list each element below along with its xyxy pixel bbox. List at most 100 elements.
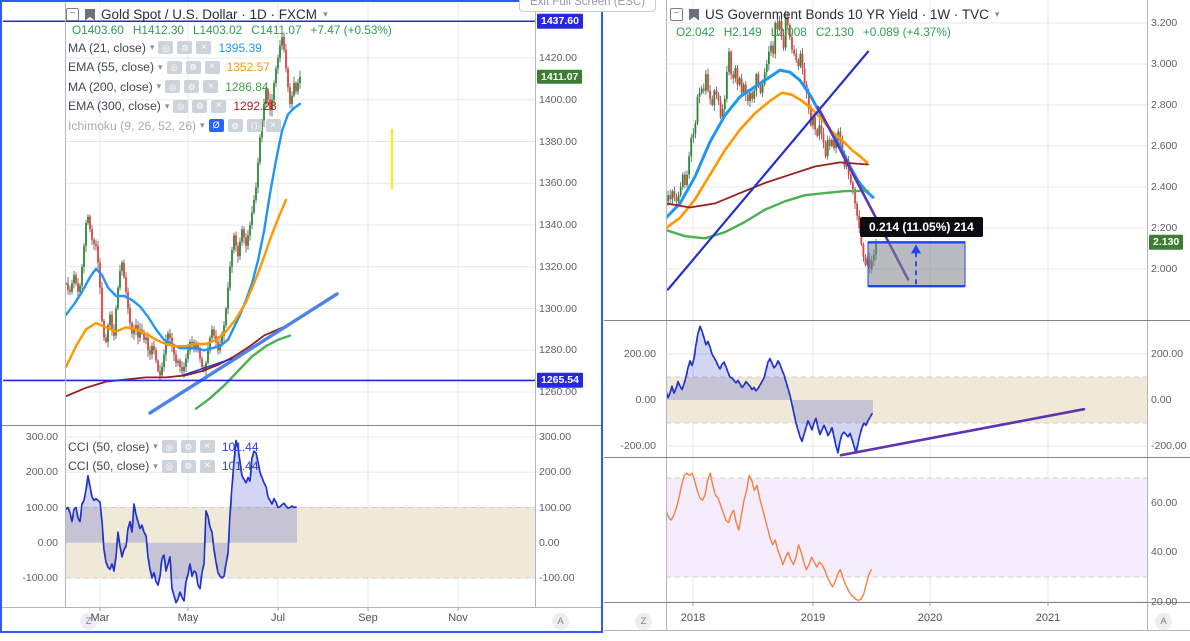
change-value: +0.089 (+4.37%)	[862, 25, 951, 39]
gear-icon[interactable]	[180, 440, 196, 454]
right-chart-title[interactable]: US Government Bonds 10 YR Yield · 1W · T…	[705, 7, 989, 22]
axis-label: 3.200	[1151, 16, 1178, 29]
exit-fullscreen-button[interactable]: Exit Full Screen (ESC)	[519, 0, 657, 12]
indicator-label[interactable]: EMA (55, close)	[68, 60, 155, 75]
auto-scale-button[interactable]: A	[1155, 613, 1172, 630]
axis-label: 0.00	[1151, 393, 1172, 406]
indicator-value: 1352.57	[226, 60, 270, 75]
indicator-row-ma200: MA (200, close) 1286.84	[68, 77, 281, 97]
high-value: H2.149	[723, 25, 762, 39]
chevron-down-icon[interactable]	[200, 120, 205, 131]
cci-legend: CCI (50, close) 101.44 CCI (50, close) 1…	[68, 437, 259, 476]
eye-icon[interactable]	[166, 60, 182, 74]
indicator-value: 101.44	[221, 459, 259, 474]
indicator-label[interactable]: EMA (300, close)	[68, 99, 161, 114]
flag-icon[interactable]	[85, 8, 95, 21]
time-axis-label: 2020	[917, 612, 943, 624]
axis-label: 100.00	[539, 501, 572, 514]
left-chart-title[interactable]: Gold Spot / U.S. Dollar · 1D · FXCM	[101, 7, 318, 22]
chevron-down-icon[interactable]	[323, 9, 328, 20]
close-icon[interactable]	[211, 99, 227, 113]
chevron-down-icon[interactable]	[995, 9, 1000, 20]
eye-icon[interactable]	[161, 459, 177, 473]
low-value: L1403.02	[193, 23, 243, 37]
left-indicator-legend: MA (21, close) 1395.39 EMA (55, close) 1…	[68, 38, 281, 136]
open-value: O1403.60	[72, 23, 124, 37]
gear-icon[interactable]	[184, 80, 200, 94]
axis-label: 1360.00	[539, 177, 577, 189]
axis-label: 200.00	[539, 466, 572, 478]
axis-label: 1280.00	[539, 344, 577, 356]
scroll-left-button[interactable]: Z	[80, 613, 97, 630]
close-icon[interactable]	[199, 440, 215, 454]
time-axis-label: Mar	[90, 612, 110, 624]
indicator-value: 101.44	[221, 439, 259, 454]
indicator-value: 1286.84	[225, 79, 269, 94]
scroll-left-button[interactable]: Z	[635, 613, 652, 630]
gear-icon[interactable]	[227, 119, 243, 133]
axis-label: 1420.00	[539, 51, 577, 64]
source-code-icon[interactable]	[246, 119, 262, 133]
axis-label: 100.00	[25, 501, 58, 514]
right-pane-separator-1[interactable]	[604, 320, 1190, 321]
eye-icon[interactable]	[165, 80, 181, 94]
right-ohlc-row: O2.042 H2.149 L2.008 C2.130 +0.089 (+4.3…	[676, 25, 951, 39]
range-tooltip: 0.214 (11.05%) 214	[860, 217, 983, 237]
time-axis-label: 2018	[680, 612, 706, 624]
time-axis-label: Nov	[448, 612, 468, 624]
left-chart-header: Gold Spot / U.S. Dollar · 1D · FXCM	[66, 7, 328, 22]
axis-label: 0.00	[37, 536, 58, 549]
right-chart-header: US Government Bonds 10 YR Yield · 1W · T…	[670, 7, 999, 22]
indicator-value: 1292.28	[233, 99, 277, 114]
close-icon[interactable]	[203, 80, 219, 94]
chevron-down-icon[interactable]	[153, 441, 158, 452]
collapse-icon[interactable]	[670, 8, 683, 21]
collapse-icon[interactable]	[66, 8, 79, 21]
price-label: 1437.60	[537, 14, 583, 29]
chevron-down-icon[interactable]	[157, 81, 162, 92]
indicator-label[interactable]: CCI (50, close)	[68, 439, 150, 454]
close-icon[interactable]	[204, 60, 220, 74]
eye-icon[interactable]	[158, 41, 174, 55]
indicator-label[interactable]: MA (200, close)	[68, 79, 153, 94]
chevron-down-icon[interactable]	[158, 62, 163, 73]
flag-icon[interactable]	[689, 8, 699, 21]
price-label: 2.130	[1149, 235, 1184, 250]
chevron-down-icon[interactable]	[165, 101, 170, 112]
auto-scale-button[interactable]: A	[552, 613, 569, 630]
eye-off-icon[interactable]	[208, 119, 224, 133]
axis-label: 300.00	[539, 430, 572, 443]
time-axis-label: Jul	[270, 612, 286, 624]
gear-icon[interactable]	[192, 99, 208, 113]
eye-icon[interactable]	[173, 99, 189, 113]
chevron-down-icon[interactable]	[150, 42, 155, 53]
axis-label: 2.800	[1151, 98, 1178, 111]
axis-label: 200.00	[623, 347, 656, 360]
indicator-label[interactable]: MA (21, close)	[68, 40, 146, 55]
time-axis-label: May	[177, 612, 199, 624]
close-icon[interactable]	[199, 459, 215, 473]
close-icon[interactable]	[265, 119, 281, 133]
gear-icon[interactable]	[180, 459, 196, 473]
gear-icon[interactable]	[177, 41, 193, 55]
axis-label: 2.200	[1151, 221, 1178, 234]
right-pane-separator-2[interactable]	[604, 457, 1190, 458]
time-axis-label: 2021	[1035, 612, 1061, 624]
close-icon[interactable]	[196, 41, 212, 55]
indicator-row-cci-2: CCI (50, close) 101.44	[68, 457, 259, 477]
time-axis-label: Sep	[358, 612, 378, 624]
axis-label: 2.400	[1151, 180, 1178, 193]
left-time-axis-border	[2, 607, 601, 608]
axis-label: 1340.00	[539, 218, 577, 231]
right-left-axis-border	[666, 0, 667, 630]
close-value: C1411.07	[251, 23, 302, 37]
chevron-down-icon[interactable]	[153, 461, 158, 472]
left-pane-separator[interactable]	[2, 425, 601, 426]
eye-icon[interactable]	[161, 440, 177, 454]
indicator-label[interactable]: Ichimoku (9, 26, 52, 26)	[68, 118, 197, 133]
gear-icon[interactable]	[185, 60, 201, 74]
indicator-label[interactable]: CCI (50, close)	[68, 459, 150, 474]
axis-label: 1380.00	[539, 135, 577, 148]
time-axis-label: 2019	[800, 612, 826, 624]
